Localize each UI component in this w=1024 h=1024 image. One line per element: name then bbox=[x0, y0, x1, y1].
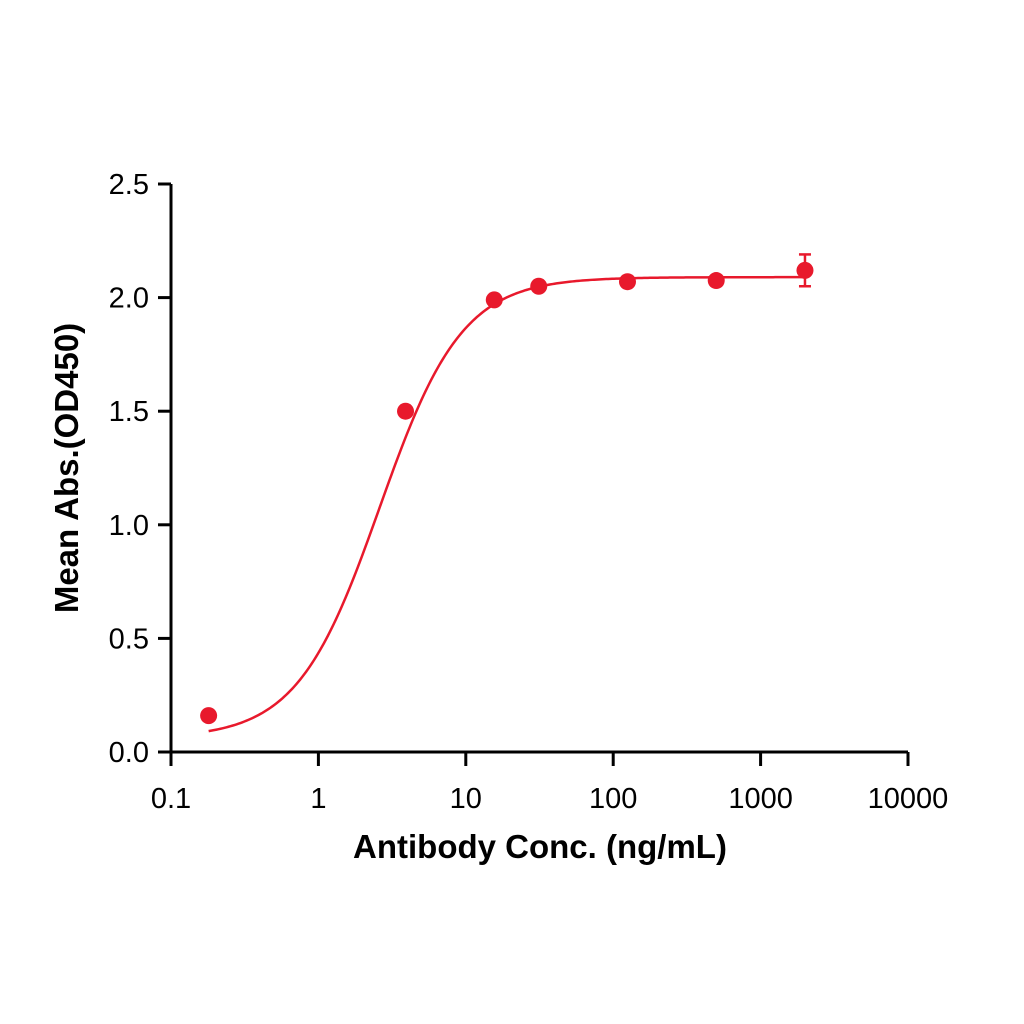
y-tick-label: 0.0 bbox=[109, 737, 149, 769]
y-tick-label: 2.5 bbox=[109, 169, 149, 201]
data-point bbox=[796, 261, 814, 279]
axes bbox=[158, 182, 910, 766]
tick-labels: 0.0 0.5 1.0 1.5 2.0 2.5 0.1 1 10 100 1000 10000 bbox=[109, 169, 949, 815]
fit-curve bbox=[208, 275, 805, 733]
x-tick-label: 1 bbox=[310, 783, 326, 815]
x-tick-label: 10 bbox=[450, 783, 482, 815]
data-point bbox=[618, 273, 636, 291]
fit-curve-line bbox=[208, 275, 805, 733]
x-tick-label: 100 bbox=[589, 783, 637, 815]
y-tick-label: 0.5 bbox=[109, 623, 149, 655]
data-point bbox=[200, 707, 218, 725]
x-axis-title: Antibody Conc. (ng/mL) bbox=[353, 828, 727, 865]
data-point bbox=[707, 272, 725, 290]
y-tick-label: 1.0 bbox=[109, 510, 149, 542]
y-tick-label: 1.5 bbox=[109, 396, 149, 428]
data-point bbox=[530, 277, 548, 295]
x-tick-label: 0.1 bbox=[151, 783, 191, 815]
data-point bbox=[397, 402, 415, 420]
x-tick-label: 10000 bbox=[868, 783, 949, 815]
data-point bbox=[485, 291, 503, 309]
y-axis-title: Mean Abs.(OD450) bbox=[48, 323, 85, 613]
y-tick-label: 2.0 bbox=[109, 283, 149, 315]
x-tick-label: 1000 bbox=[728, 783, 793, 815]
data-points bbox=[200, 253, 814, 725]
